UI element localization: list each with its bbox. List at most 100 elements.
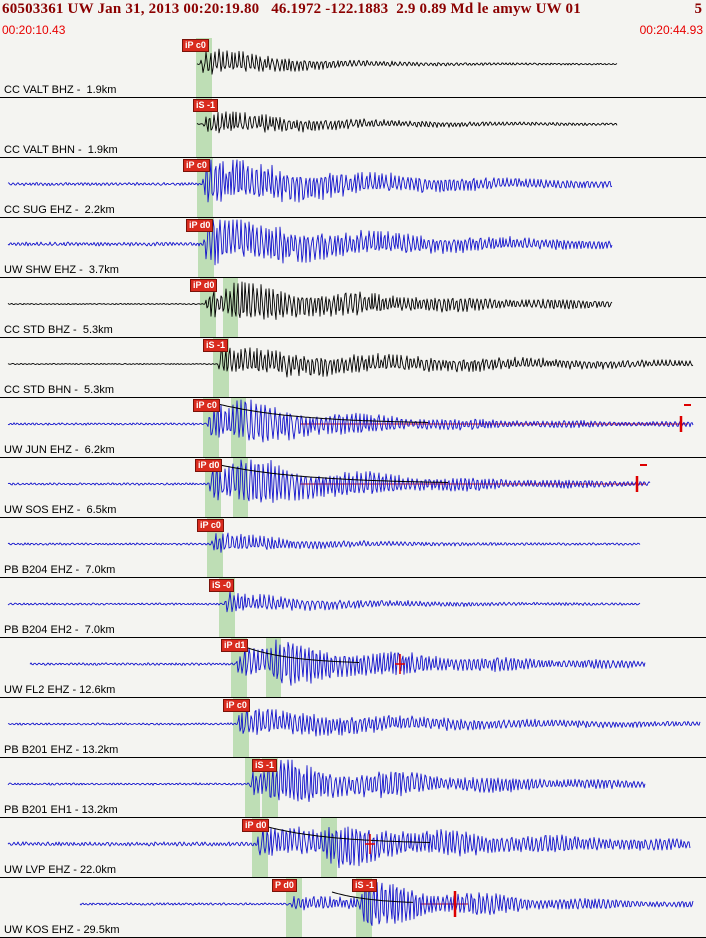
waveform — [7, 219, 613, 266]
waveform-canvas — [196, 48, 618, 75]
station-label: CC VALT BHN - 1.9km — [4, 144, 118, 156]
pick-label[interactable]: iS -1 — [352, 879, 378, 892]
pick-window-band — [207, 518, 223, 577]
waveform-canvas — [7, 459, 651, 503]
trace-row-cc-valt-bhn[interactable]: iS -1 CC VALT BHN - 1.9km — [0, 98, 706, 158]
coda-decay-curve — [247, 647, 360, 663]
waveform — [7, 759, 646, 803]
trace-row-uw-shw-ehz[interactable]: iP d0 UW SHW EHZ - 3.7km — [0, 218, 706, 278]
trace-row-cc-sug-ehz[interactable]: iP c0 CC SUG EHZ - 2.2km — [0, 158, 706, 218]
pick-label[interactable]: iP c0 — [223, 699, 250, 712]
trace-row-cc-valt-bhz[interactable]: iP c0 CC VALT BHZ - 1.9km — [0, 38, 706, 98]
pick-label[interactable]: iS -1 — [193, 99, 219, 112]
pick-label[interactable]: P d0 — [272, 879, 297, 892]
coda-decay-curve — [267, 826, 431, 843]
pick-label[interactable]: iP c0 — [197, 519, 224, 532]
waveform — [7, 347, 694, 378]
pick-label[interactable]: iP c0 — [193, 399, 220, 412]
waveform — [29, 639, 646, 686]
waveform-canvas — [7, 159, 613, 203]
station-label: UW SHW EHZ - 3.7km — [4, 264, 119, 276]
station-label: UW FL2 EHZ - 12.6km — [4, 684, 116, 696]
waveform-canvas — [196, 111, 618, 134]
station-label: UW JUN EHZ - 6.2km — [4, 444, 115, 456]
trace-row-pb-b204-ehz[interactable]: iP c0 PB B204 EHZ - 7.0km — [0, 518, 706, 578]
trace-row-pb-b201-ehz[interactable]: iP c0 PB B201 EHZ - 13.2km — [0, 698, 706, 758]
waveform-canvas — [7, 591, 641, 613]
waveform-canvas — [7, 532, 641, 553]
trace-row-cc-std-bhn[interactable]: iS -1 CC STD BHN - 5.3km — [0, 338, 706, 398]
trace-row-uw-sos-ehz[interactable]: iP d0 UW SOS EHZ - 6.5km — [0, 458, 706, 518]
waveform — [7, 281, 613, 320]
station-label: PB B201 EHZ - 13.2km — [4, 744, 119, 756]
amplitude-dash-marker — [640, 464, 647, 466]
station-label: CC STD BHZ - 5.3km — [4, 324, 113, 336]
pick-label[interactable]: iP c0 — [183, 159, 210, 172]
waveform-canvas — [7, 826, 691, 869]
trace-list: iP c0 CC VALT BHZ - 1.9km iS -1 CC VALT BHN… — [0, 38, 706, 938]
waveform-canvas — [7, 705, 701, 737]
station-label: CC SUG EHZ - 2.2km — [4, 204, 115, 216]
waveform — [196, 48, 618, 75]
waveform — [7, 532, 641, 553]
waveform — [7, 591, 641, 613]
coda-decay-curve — [217, 403, 429, 423]
waveform — [196, 111, 618, 134]
pick-label[interactable]: iS -0 — [209, 579, 235, 592]
pick-window-band — [286, 878, 302, 937]
pick-label[interactable]: iP d0 — [190, 279, 218, 292]
waveform — [7, 705, 701, 737]
station-label: CC STD BHN - 5.3km — [4, 384, 115, 396]
waveform-canvas — [79, 881, 694, 926]
coda-decay-curve — [331, 891, 414, 903]
waveform-canvas — [7, 347, 694, 378]
pick-label[interactable]: iP c0 — [182, 39, 209, 52]
waveform — [7, 826, 691, 869]
trace-row-cc-std-bhz[interactable]: iP d0 CC STD BHZ - 5.3km — [0, 278, 706, 338]
pick-label[interactable]: iP d0 — [242, 819, 270, 832]
event-title: 60503361 UW Jan 31, 2013 00:20:19.80 46.… — [2, 1, 581, 17]
pick-label[interactable]: iP d0 — [195, 459, 223, 472]
coda-end-marker[interactable] — [635, 476, 639, 492]
coda-end-marker[interactable] — [453, 891, 457, 917]
trace-row-uw-jun-ehz[interactable]: iP c0 UW JUN EHZ - 6.2km — [0, 398, 706, 458]
waveform-canvas — [7, 399, 694, 443]
window-end-time: 00:20:44.93 — [639, 23, 703, 37]
pick-window-band — [252, 818, 268, 877]
waveform — [7, 459, 651, 503]
pick-label[interactable]: iS -1 — [252, 759, 278, 772]
station-label: CC VALT BHZ - 1.9km — [4, 84, 117, 96]
trace-row-uw-kos-ehz[interactable]: P d0 iS -1 UW KOS EHZ - 29.5km — [0, 878, 706, 938]
station-label: UW LVP EHZ - 22.0km — [4, 864, 117, 876]
waveform-canvas — [29, 639, 646, 686]
pick-window-band — [200, 278, 216, 337]
trace-row-pb-b201-eh1[interactable]: iS -1 PB B201 EH1 - 13.2km — [0, 758, 706, 818]
coda-decay-curve — [219, 464, 449, 483]
event-title-tail: 5 — [694, 1, 703, 17]
station-label: PB B204 EHZ - 7.0km — [4, 564, 116, 576]
station-label: PB B201 EH1 - 13.2km — [4, 804, 118, 816]
waveform-canvas — [7, 759, 646, 803]
waveform-canvas — [7, 219, 613, 266]
pick-label[interactable]: iP d1 — [221, 639, 249, 652]
pick-window-band — [266, 638, 281, 697]
trace-row-uw-lvp-ehz[interactable]: iP d0 UW LVP EHZ - 22.0km — [0, 818, 706, 878]
waveform-canvas — [7, 281, 613, 320]
coda-end-marker[interactable] — [679, 416, 683, 432]
station-label: UW SOS EHZ - 6.5km — [4, 504, 117, 516]
header: 60503361 UW Jan 31, 2013 00:20:19.80 46.… — [0, 0, 706, 38]
pick-window-band — [245, 758, 260, 817]
pick-window-band — [196, 98, 212, 157]
trace-row-uw-fl2-ehz[interactable]: iP d1 UW FL2 EHZ - 12.6km — [0, 638, 706, 698]
waveform — [7, 399, 694, 443]
pick-window-band — [198, 218, 214, 277]
window-start-time: 00:20:10.43 — [2, 23, 66, 37]
pick-window-band — [213, 338, 229, 397]
waveform — [7, 159, 613, 203]
waveform — [79, 881, 694, 926]
pick-label[interactable]: iS -1 — [203, 339, 229, 352]
trace-row-pb-b204-eh2[interactable]: iS -0 PB B204 EH2 - 7.0km — [0, 578, 706, 638]
station-label: UW KOS EHZ - 29.5km — [4, 924, 120, 936]
pick-label[interactable]: iP d0 — [186, 219, 214, 232]
